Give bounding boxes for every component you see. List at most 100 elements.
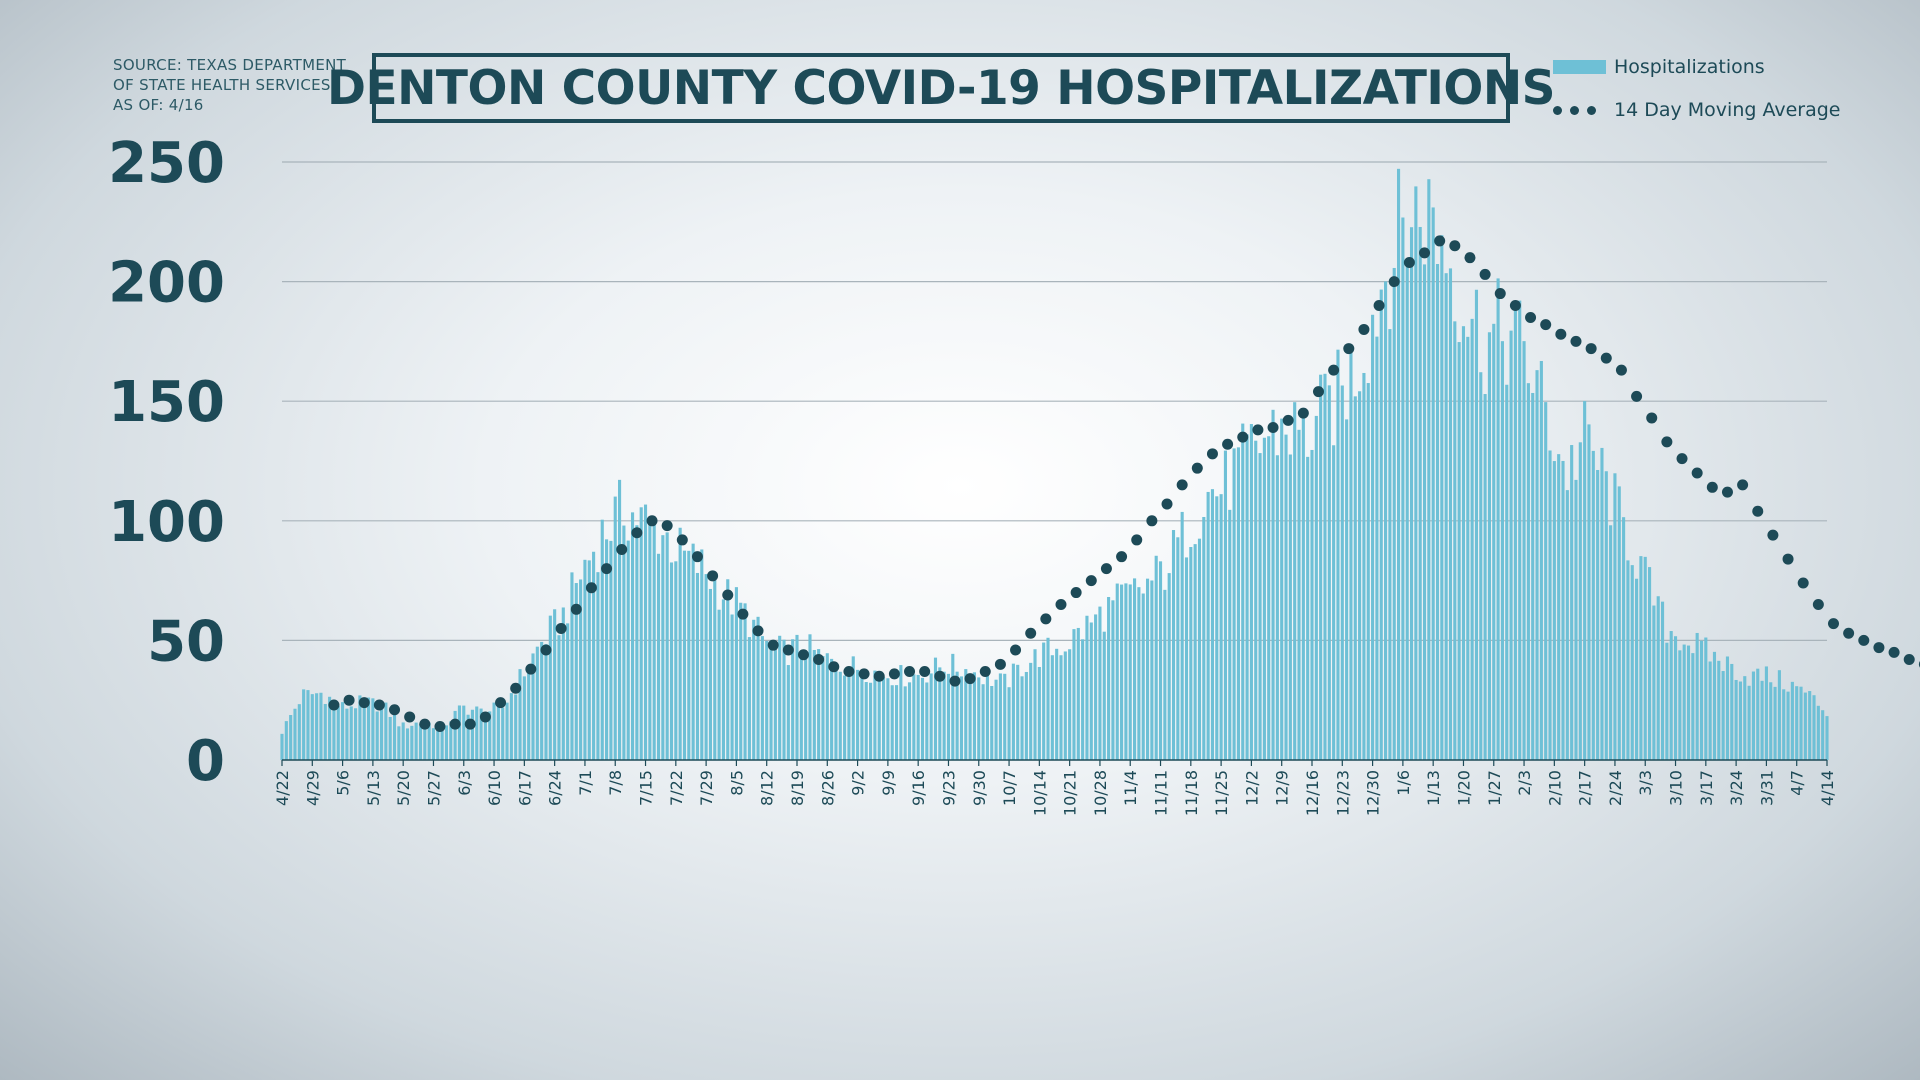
bar [920,677,925,760]
moving-average-point [767,639,779,651]
bar [531,653,535,760]
moving-average-point [1237,431,1249,443]
moving-average-point [873,670,885,682]
bar [509,693,513,760]
legend-label-moving-average: 14 Day Moving Average [1614,99,1841,121]
bar [1388,329,1392,760]
bar [319,692,323,760]
x-tick-label: 4/7 [1788,770,1807,796]
bar [977,677,981,760]
bar [284,721,288,760]
x-tick-label: 12/9 [1273,770,1292,806]
bar [371,698,375,760]
x-tick-label: 1/13 [1424,770,1443,806]
bar [1171,530,1176,760]
x-tick-label: 8/5 [727,770,746,796]
bar [1457,342,1461,760]
bar [1150,580,1154,760]
bar [1124,583,1128,760]
bar [1786,691,1790,760]
bar [1249,424,1253,760]
bar [1444,273,1448,760]
bar [869,682,873,760]
x-tick-label: 11/4 [1121,770,1140,806]
chart-title-box: DENTON COUNTY COVID-19 HOSPITALIZATIONS [327,53,1556,123]
moving-average-point [737,608,749,620]
bar [362,699,366,760]
moving-average-point [1116,551,1128,563]
moving-average-point [479,711,491,723]
bar [1232,448,1236,760]
legend-label-hospitalizations: Hospitalizations [1614,56,1765,78]
bar [1751,671,1755,760]
bar [894,685,899,760]
x-tick-label: 12/23 [1333,770,1352,816]
moving-average-point [707,570,719,582]
x-tick-label: 8/19 [788,770,807,806]
bar [1617,486,1621,760]
bar [938,667,942,760]
x-tick-label: 6/17 [515,770,534,806]
source-note: SOURCE: TEXAS DEPARTMENT OF STATE HEALTH… [113,55,346,115]
x-tick-label: 5/6 [334,770,353,796]
bar [1448,268,1453,760]
bar [860,674,864,760]
bar [951,653,955,760]
moving-average-point [1570,335,1582,347]
bar [1063,651,1067,760]
bar [700,549,704,760]
bar [1487,332,1491,760]
bar [925,682,929,760]
moving-average-point [328,699,340,711]
x-tick-label: 3/31 [1757,770,1776,806]
bar [1375,336,1379,760]
bar [1682,644,1686,760]
bar [449,721,453,760]
moving-average-point [1010,644,1022,656]
bar [1042,642,1046,760]
bar [1474,289,1479,760]
x-tick-label: 10/21 [1061,770,1080,816]
bar [1128,584,1132,760]
moving-average-point [646,515,658,527]
moving-average-point [1373,300,1385,312]
bar [873,670,877,760]
bar [1016,664,1020,760]
bar [522,676,526,760]
bar [1492,323,1496,760]
bar [1656,596,1660,760]
bar [721,599,725,760]
bar [773,643,777,760]
bar [1639,556,1643,760]
bar [713,577,717,760]
moving-average-point [1449,240,1461,252]
bar [682,550,687,760]
moving-average-point [1328,364,1340,376]
bar [808,634,812,760]
x-tick-label: 7/8 [606,770,625,796]
bar [1115,583,1119,760]
moving-average-point [1494,288,1506,300]
moving-average-point [1767,529,1779,541]
bar [1583,401,1587,760]
bar [1431,207,1435,760]
bar [600,519,604,760]
bar [1604,471,1608,760]
moving-average-point [1055,599,1067,611]
bar [1479,372,1483,760]
bar [1453,321,1457,760]
moving-average-point [510,682,522,694]
x-tick-label: 10/7 [1000,770,1019,806]
bar [397,726,401,760]
bar [643,504,648,760]
moving-average-point [631,527,643,539]
bar [341,702,345,760]
bar [1024,671,1028,760]
moving-average-point [1297,407,1309,419]
moving-average-point [540,644,552,656]
bar [1111,600,1115,760]
bar [1505,384,1509,760]
bar [1003,673,1007,760]
bar [1401,217,1405,760]
bar [1613,473,1617,760]
